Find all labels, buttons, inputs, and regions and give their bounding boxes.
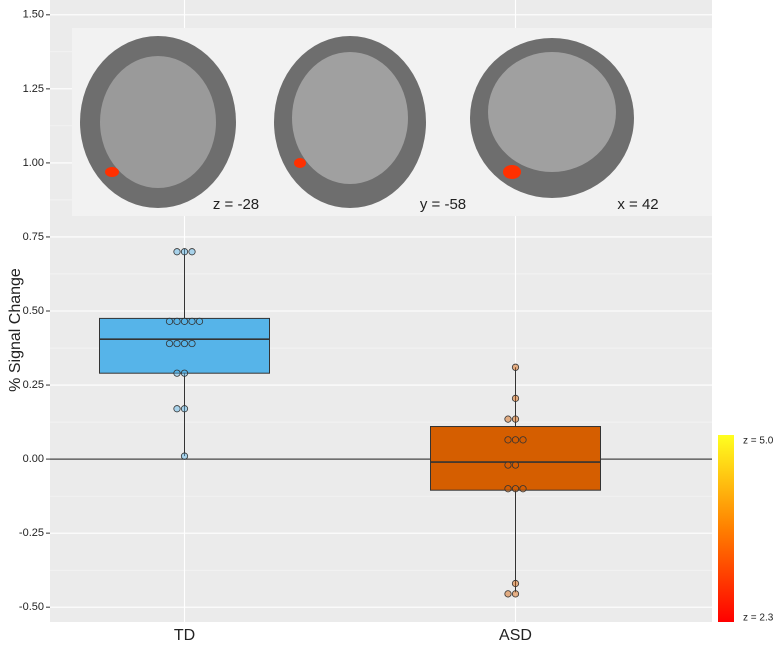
point (504, 590, 512, 598)
colorbar (718, 435, 734, 622)
point (180, 317, 189, 325)
point (173, 317, 181, 325)
point (519, 436, 527, 444)
brain-axial-inner (100, 56, 216, 188)
point (180, 339, 189, 348)
y-tick-label: 1.00 (23, 157, 44, 169)
point (504, 436, 512, 444)
point (195, 317, 204, 325)
point (173, 248, 181, 256)
y-tick-label: -0.25 (19, 527, 44, 539)
point (173, 369, 181, 377)
point (511, 436, 520, 444)
point (511, 590, 520, 598)
box (430, 426, 601, 491)
activation (503, 165, 521, 179)
y-tick-label: 1.50 (23, 9, 44, 21)
brain-inset: z = -28 y = -58 x = 42 (72, 28, 712, 216)
point (188, 317, 196, 325)
point (165, 317, 174, 325)
point (173, 405, 181, 413)
point (180, 452, 189, 460)
point (511, 363, 520, 371)
point (180, 405, 189, 413)
inset-label: x = 42 (617, 196, 658, 213)
y-tick-label: 0.25 (23, 379, 44, 391)
y-tick-label: 0.75 (23, 231, 44, 243)
point (188, 339, 196, 348)
point (511, 394, 520, 402)
point (180, 369, 189, 377)
point (511, 415, 520, 423)
y-tick-label: 0.00 (23, 453, 44, 465)
point (165, 339, 174, 348)
activation (294, 158, 306, 168)
y-tick-label: 0.50 (23, 305, 44, 317)
point (504, 461, 512, 469)
activation (105, 167, 119, 177)
point (504, 485, 512, 493)
inset-label: z = -28 (213, 196, 259, 213)
colorbar-label: z = 2.3 (743, 613, 774, 624)
colorbar-label: z = 5.0 (743, 436, 774, 447)
brain-sagittal-inner (488, 52, 616, 172)
point (511, 579, 520, 588)
brain-coronal-inner (292, 52, 408, 184)
point (180, 248, 189, 256)
x-tick-label: ASD (499, 627, 532, 644)
y-axis-label: % Signal Change (7, 268, 24, 392)
point (188, 248, 196, 256)
point (519, 485, 527, 493)
point (504, 415, 512, 423)
y-tick-label: -0.50 (19, 601, 44, 613)
point (511, 485, 520, 493)
point (511, 461, 520, 469)
inset-label: y = -58 (420, 196, 466, 213)
x-tick-label: TD (174, 627, 195, 644)
y-tick-label: 1.25 (23, 83, 44, 95)
point (173, 339, 181, 348)
